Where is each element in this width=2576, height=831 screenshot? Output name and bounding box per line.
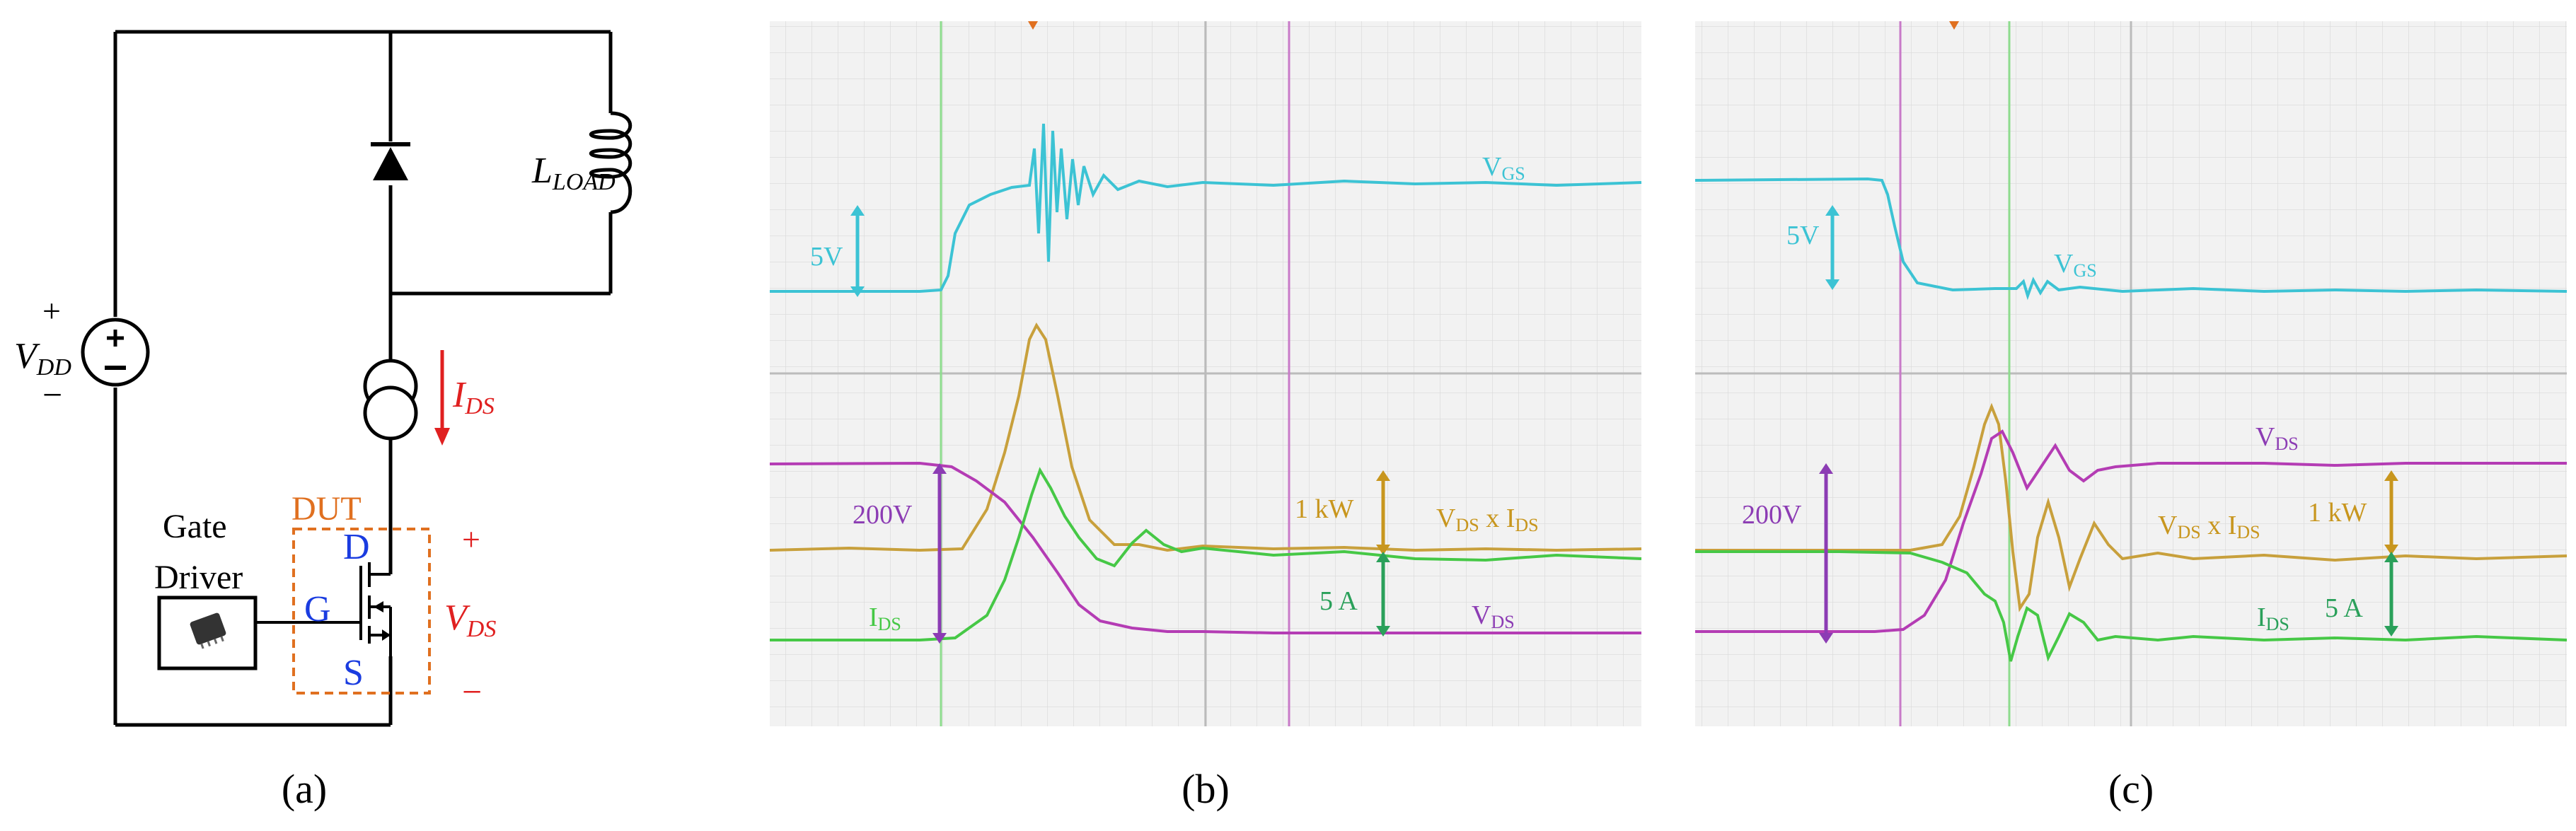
scope-b-vgs-scale-bottom	[850, 286, 865, 297]
scope-b-vgs-trace-label: VGS	[1482, 152, 1525, 184]
vdd-label: VDD	[14, 336, 71, 380]
scope-b-ids-scale-top	[1376, 552, 1390, 562]
scope-c-vds-trace	[1695, 429, 2567, 633]
mosfet-source-arrow	[382, 629, 391, 641]
scope-c-ids-trace-label: IDS	[2257, 603, 2289, 634]
scope-b: 5V VGS 200V 1 kW VDS x IDS 5 A VDS IDS	[769, 21, 1642, 726]
scope-c-ids-scale-label: 5 A	[2325, 593, 2363, 623]
scope-c: 5V VGS 200V VDS VDS x IDS 1 kW IDS 5 A	[1694, 21, 2568, 726]
scope-b-ids-scale-label: 5 A	[1319, 586, 1358, 616]
scope-b-vds-trace-label: VDS	[1472, 600, 1515, 632]
scope-c-vds-scale-label: 200V	[1742, 500, 1802, 530]
scope-c-vgs-scale-label: 5V	[1786, 221, 1820, 250]
vdd-minus: −	[42, 375, 62, 414]
scope-b-ids-trace-label: IDS	[869, 603, 901, 634]
scope-b-trigger-marker	[1028, 21, 1038, 30]
scope-c-trigger-marker	[1949, 21, 1959, 30]
diode-symbol	[371, 142, 410, 180]
dut-box	[292, 528, 431, 695]
gate-driver-label-line2: Driver	[154, 559, 243, 596]
scope-b-vgs-trace	[770, 123, 1642, 293]
gate-pin-label: G	[304, 589, 331, 629]
vds-minus: −	[462, 672, 482, 711]
mosfet-body-arrow	[374, 601, 383, 612]
scope-c-power-scale-top	[2384, 470, 2398, 481]
scope-b-vgs-scale-label: 5V	[810, 242, 843, 272]
scope-b-power-scale-bottom	[1376, 545, 1390, 555]
scope-c-ids-scale-top	[2384, 552, 2398, 562]
scope-b-vds-scale-label: 200V	[853, 500, 913, 530]
vds-plus: +	[462, 521, 480, 557]
dc-voltage-source	[81, 318, 150, 387]
scope-c-vgs-trace-label: VGS	[2054, 249, 2097, 281]
scope-c-power-scale-bottom	[2384, 545, 2398, 555]
scope-b-vds-scale-bottom	[932, 633, 947, 644]
current-source-symbol	[363, 359, 418, 441]
scope-c-vds-trace-label: VDS	[2256, 422, 2299, 454]
caption-c: (c)	[2108, 766, 2154, 812]
scope-b-vds-scale-top	[932, 463, 947, 474]
drain-label: D	[343, 527, 370, 567]
scope-c-power-scale-label: 1 kW	[2308, 498, 2367, 528]
inductor-coil	[589, 111, 633, 214]
caption-b: (b)	[1182, 766, 1230, 812]
scope-b-ids-trace	[770, 467, 1642, 641]
scope-b-product-trace-label: VDS x IDS	[1436, 504, 1539, 535]
scope-c-vgs-scale-top	[1825, 205, 1839, 216]
scope-c-vgs-scale-bottom	[1825, 279, 1839, 290]
circuit-diagram	[113, 30, 613, 727]
scope-b-vds-trace	[769, 461, 1641, 634]
source-pin-label: S	[343, 653, 364, 693]
scope-b-product-trace	[769, 322, 1642, 552]
ids-label: IDS	[452, 375, 495, 419]
ids-arrow	[434, 350, 450, 446]
vdd-plus: +	[42, 293, 61, 329]
gate-driver-label-line1: Gate	[163, 508, 227, 545]
scope-c-vds-scale-bottom	[1819, 633, 1833, 644]
inductor-label: LLOAD	[531, 151, 616, 195]
mosfet-symbol	[249, 562, 392, 656]
scope-b-vgs-scale-top	[850, 205, 865, 216]
chip-icon	[190, 612, 226, 649]
caption-a: (a)	[282, 766, 327, 812]
scope-c-vgs-trace	[1694, 177, 2568, 301]
scope-c-ids-scale-bottom	[2384, 626, 2398, 637]
dut-label: DUT	[291, 490, 362, 528]
scope-c-vds-scale-top	[1819, 463, 1833, 474]
scope-c-product-trace	[1695, 402, 2568, 612]
scope-b-power-scale-label: 1 kW	[1295, 494, 1354, 524]
scope-b-ids-scale-bottom	[1376, 626, 1390, 637]
scope-c-product-trace-label: VDS x IDS	[2158, 511, 2260, 542]
scope-c-ids-trace	[1695, 550, 2568, 662]
scope-b-power-scale-top	[1376, 470, 1390, 481]
vds-label: VDS	[444, 598, 496, 642]
